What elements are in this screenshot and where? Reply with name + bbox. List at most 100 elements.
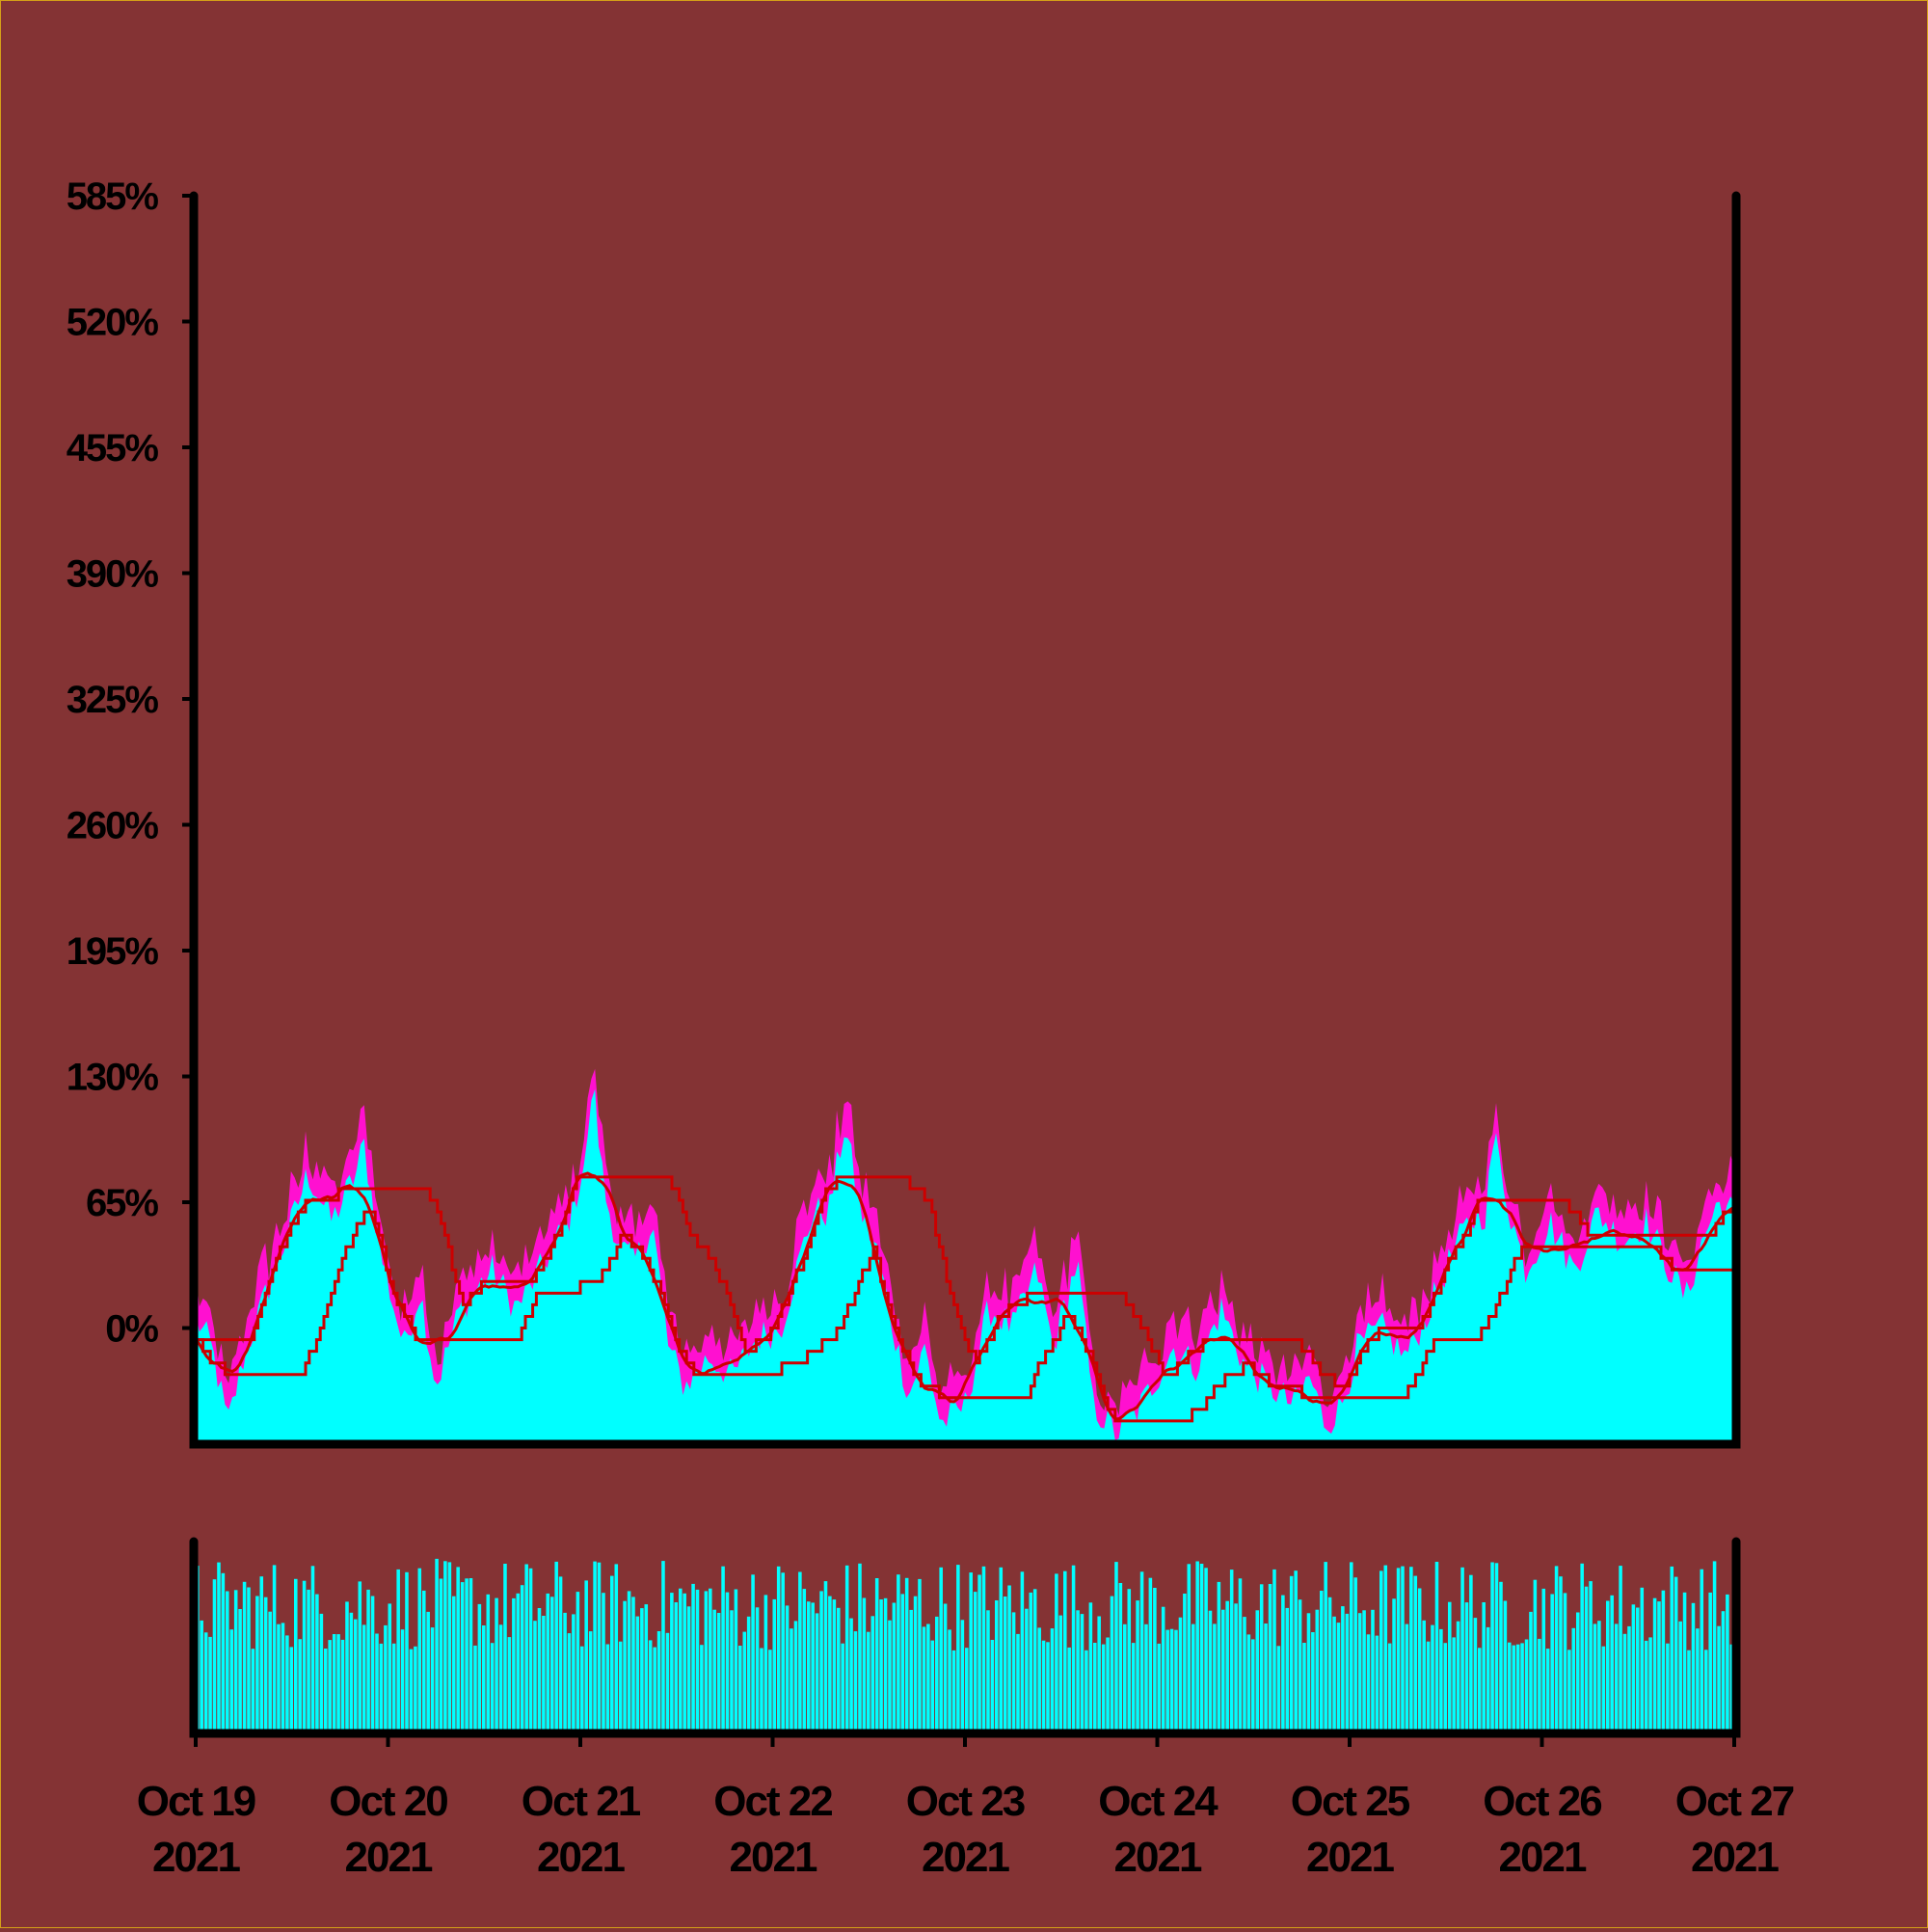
volume-bar (251, 1649, 255, 1733)
volume-bar (874, 1578, 879, 1733)
volume-bar (417, 1568, 422, 1733)
volume-bar (1123, 1623, 1127, 1733)
volume-bar (1276, 1646, 1281, 1733)
volume-bar (935, 1616, 939, 1733)
volume-bar (904, 1577, 909, 1733)
main-plot-area (196, 1068, 1734, 1444)
volume-bar (588, 1631, 593, 1733)
volume-bar (537, 1608, 542, 1733)
volume-bar (1357, 1613, 1362, 1733)
volume-bar (1379, 1570, 1383, 1733)
volume-bar (1234, 1603, 1238, 1733)
volume-bar (1375, 1635, 1379, 1733)
volume-bar (1037, 1627, 1041, 1733)
volume-bar (567, 1633, 572, 1733)
volume-bar (939, 1567, 943, 1733)
volume-bar (400, 1629, 405, 1733)
volume-bar (1076, 1610, 1080, 1733)
volume-bar (1661, 1590, 1666, 1733)
volume-bar (503, 1564, 507, 1733)
volume-bar (1593, 1623, 1597, 1733)
volume-bar (272, 1565, 277, 1733)
volume-bar (913, 1596, 918, 1733)
volume-bar (1619, 1566, 1622, 1733)
x-tick-year-label: 2021 (730, 1834, 817, 1881)
volume-bar (1499, 1581, 1503, 1733)
volume-bar (414, 1646, 417, 1733)
volume-bar (811, 1602, 815, 1733)
volume-bar (498, 1624, 503, 1733)
volume-bar (1153, 1588, 1157, 1733)
volume-bar (981, 1566, 986, 1733)
volume-bar (627, 1591, 631, 1733)
volume-bar (909, 1609, 913, 1733)
volume-bar (1622, 1633, 1627, 1733)
volume-bar (1571, 1627, 1576, 1733)
volume-bar (1417, 1588, 1422, 1733)
volume-bar (422, 1590, 426, 1733)
volume-bar (1114, 1562, 1118, 1733)
volume-bar (1032, 1589, 1037, 1733)
volume-bar (1696, 1628, 1700, 1733)
volume-bar (751, 1574, 755, 1733)
volume-bar (1448, 1601, 1452, 1733)
volume-bar (1631, 1604, 1636, 1733)
volume-bar (255, 1596, 259, 1733)
volume-bar (1563, 1593, 1567, 1733)
volume-bar (1413, 1575, 1418, 1733)
volume-bar (1503, 1600, 1508, 1733)
volume-bar (1178, 1617, 1183, 1733)
volume-bar (837, 1607, 841, 1733)
volume-bar (1405, 1623, 1409, 1733)
volume-bar (853, 1631, 858, 1733)
volume-bar (1272, 1569, 1276, 1733)
volume-bar (1627, 1625, 1631, 1733)
volume-bar (302, 1580, 307, 1733)
volume-bar (1648, 1637, 1652, 1733)
volume-bar (704, 1591, 709, 1733)
x-tick-label: Oct 20 (329, 1778, 447, 1825)
volume-bar (815, 1613, 819, 1733)
volume-bar (1003, 1597, 1007, 1733)
volume-bar (1482, 1602, 1486, 1733)
volume-bar (1567, 1650, 1571, 1733)
volume-bar (1246, 1634, 1251, 1733)
x-tick-label: Oct 26 (1483, 1778, 1601, 1825)
volume-bar (507, 1637, 512, 1733)
volume-bar (277, 1623, 281, 1733)
volume-bar (1268, 1584, 1272, 1733)
volume-bar (844, 1565, 849, 1733)
y-tick-label: 520% (67, 302, 159, 344)
volume-bar (528, 1568, 533, 1733)
volume-bar (1515, 1644, 1520, 1733)
volume-bar (640, 1608, 644, 1733)
volume-bar (1657, 1601, 1661, 1733)
volume-bar (1324, 1562, 1327, 1733)
volume-bar (1721, 1611, 1726, 1733)
volume-bar (807, 1601, 811, 1733)
y-tick-label: 390% (67, 553, 159, 596)
volume-bar (700, 1645, 704, 1733)
volume-bar (1169, 1628, 1174, 1733)
volume-bar (605, 1644, 610, 1733)
volume-bar (755, 1607, 760, 1733)
volume-bar (1259, 1584, 1264, 1733)
volume-bar (473, 1645, 477, 1733)
volume-bar (516, 1593, 521, 1733)
volume-bar (888, 1620, 892, 1733)
volume-bar (1439, 1628, 1443, 1733)
volume-bar (1046, 1642, 1050, 1733)
volume-bar (1136, 1600, 1139, 1733)
volume-bar (1469, 1574, 1473, 1733)
volume-bar (1636, 1607, 1640, 1733)
volume-bar (238, 1609, 242, 1733)
volume-bar (1687, 1650, 1691, 1733)
volume-bar (691, 1583, 695, 1733)
volume-bar (951, 1650, 956, 1733)
volume-bar (618, 1641, 623, 1733)
volume-bar (298, 1639, 302, 1733)
volume-bar (370, 1596, 375, 1733)
volume-bar (465, 1578, 469, 1733)
volume-bar (439, 1578, 443, 1733)
